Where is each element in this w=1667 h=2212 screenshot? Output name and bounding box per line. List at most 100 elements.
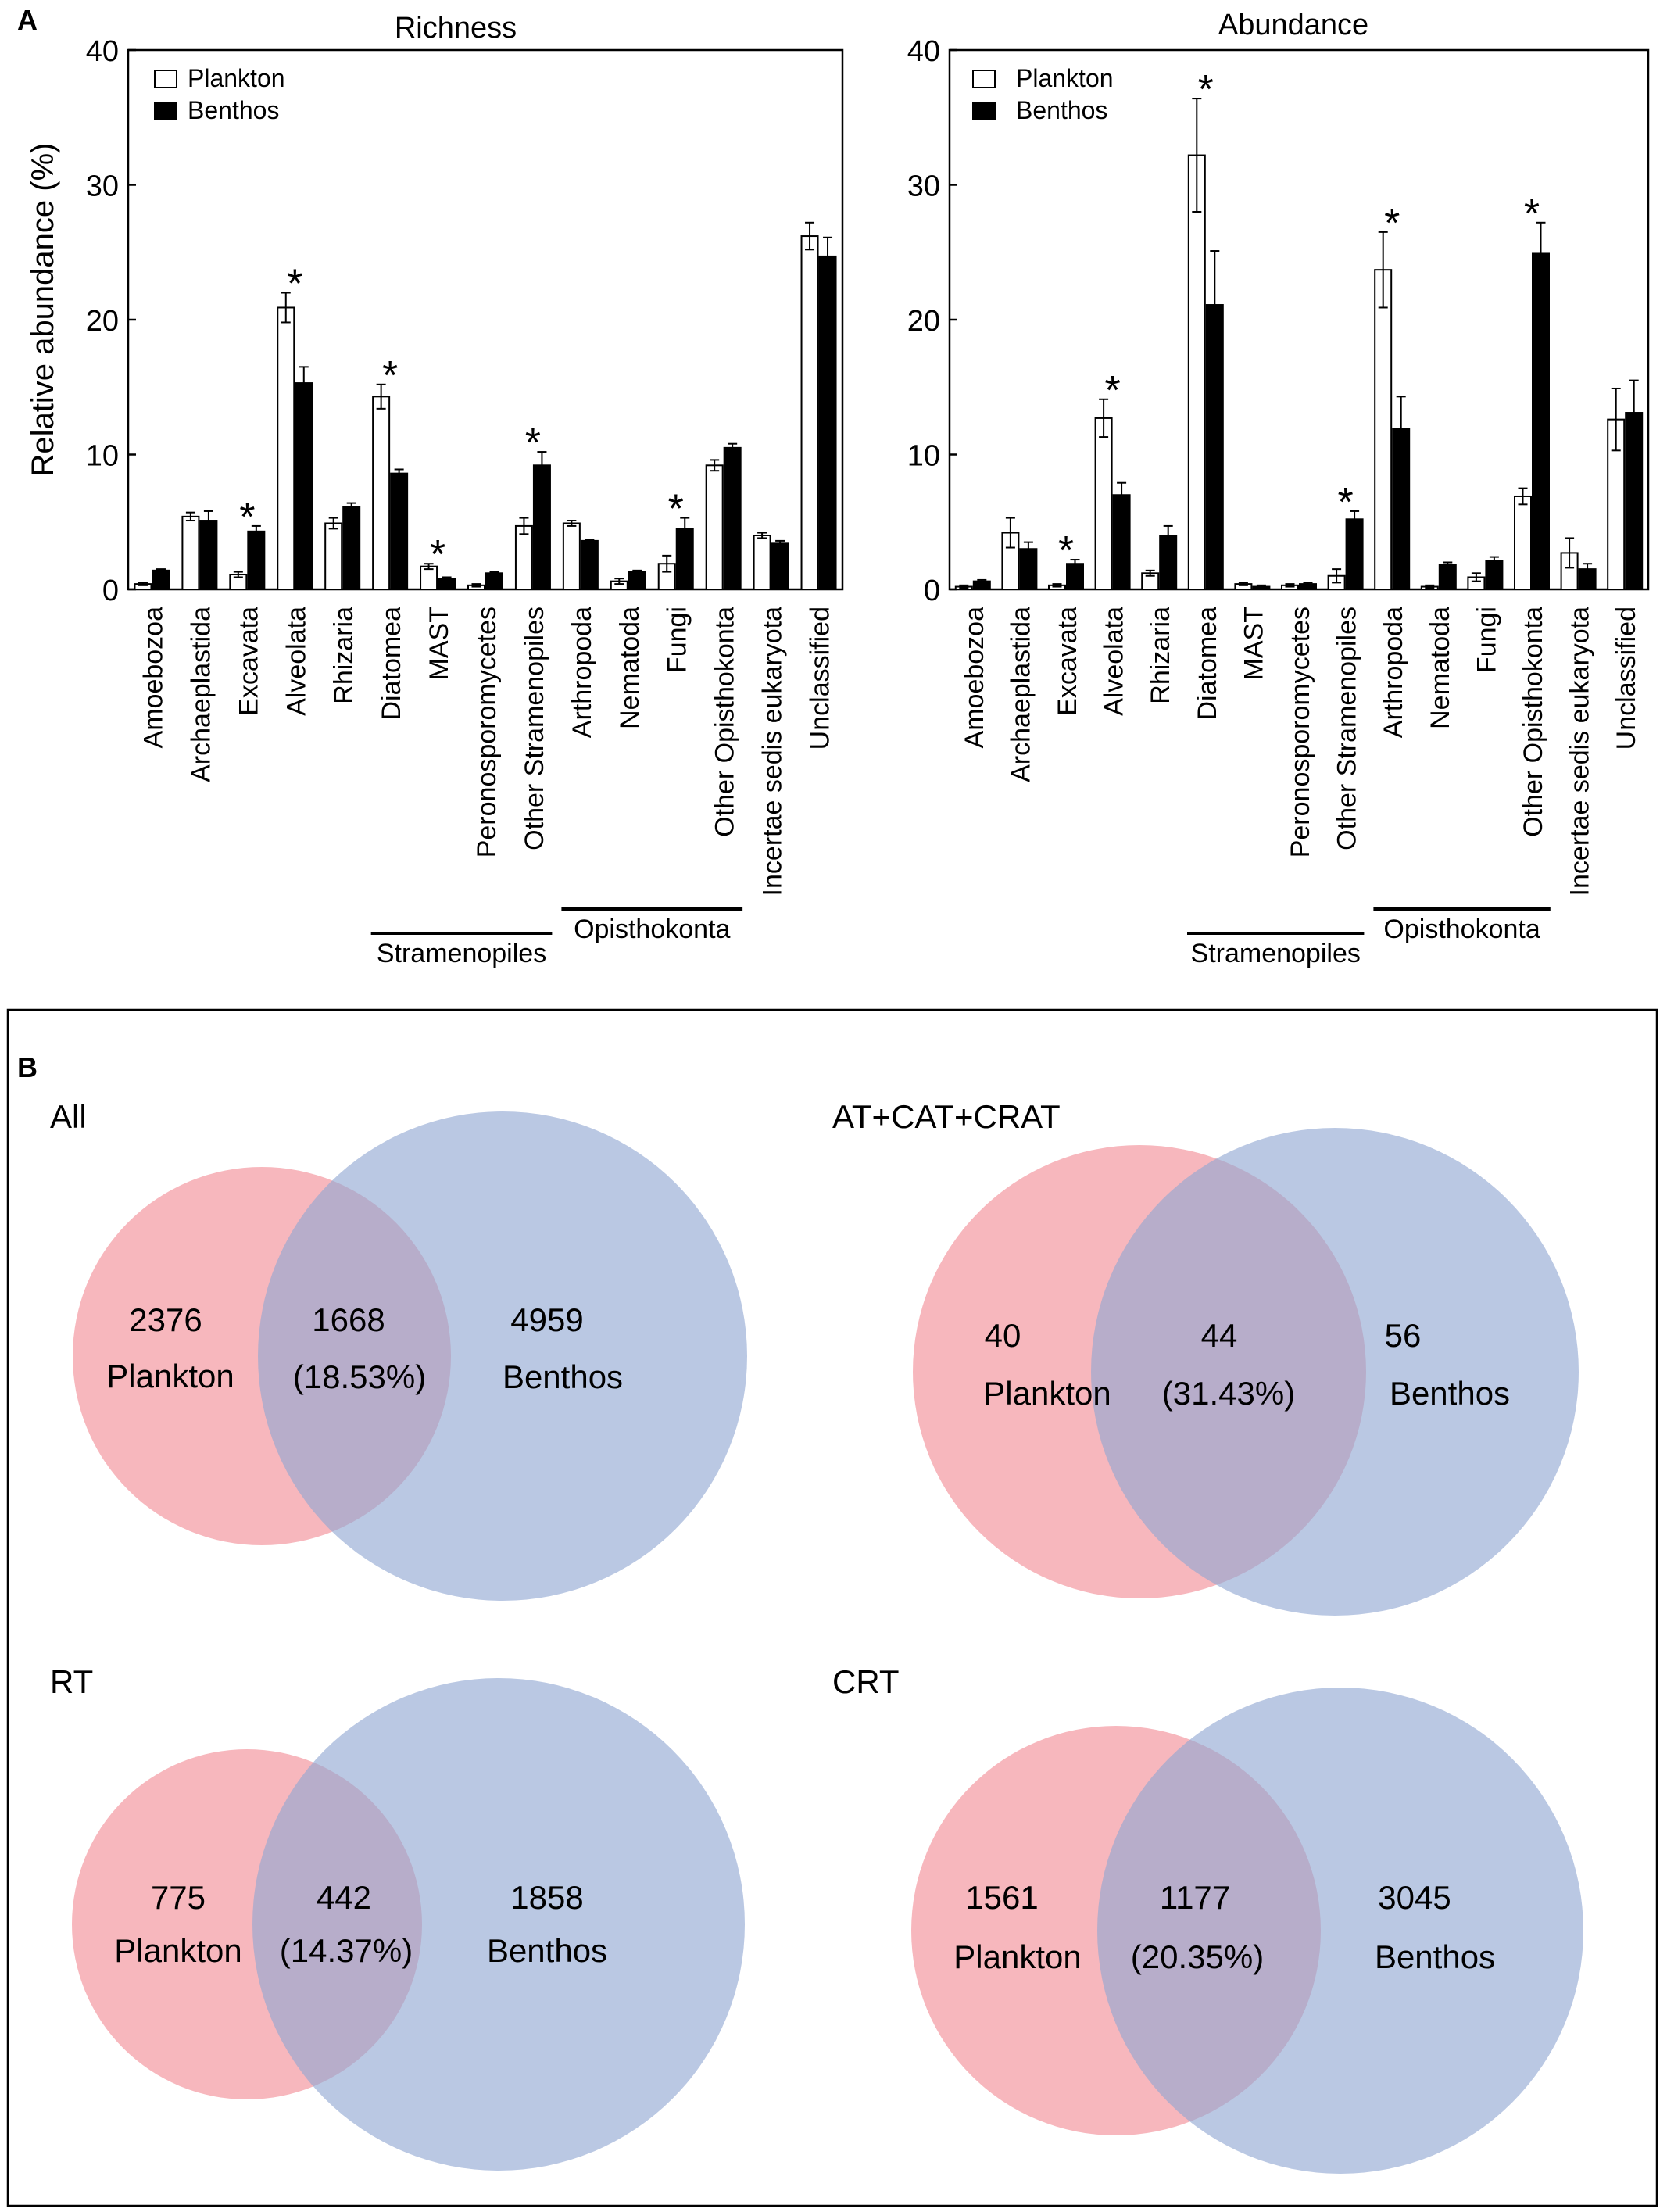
- y-tick-label: 30: [86, 170, 119, 203]
- x-tick-label: Fungi: [1472, 607, 1501, 673]
- bar-plankton-4: [277, 306, 295, 590]
- shared-count: 1668: [312, 1301, 385, 1338]
- x-tick-label: Amoebozoa: [960, 607, 989, 749]
- richness-legend: Plankton Benthos: [154, 64, 285, 124]
- bar-benthos-9: [532, 464, 551, 590]
- abundance-title: Abundance: [1218, 9, 1368, 41]
- abundance-chart: Abundance Plankton Benthos 0 10 20 30 40 Amoe…: [907, 9, 1650, 968]
- x-tick-label: Peronosporomycetes: [1286, 607, 1315, 857]
- x-tick-label: Other Stramenopiles: [520, 607, 549, 850]
- venn-title: RT: [50, 1663, 93, 1700]
- significance-star: *: [1198, 67, 1214, 113]
- plankton-count: 775: [151, 1879, 206, 1916]
- plankton-count: 1561: [965, 1879, 1038, 1916]
- x-tick-label: Nematoda: [1426, 607, 1455, 729]
- venn-rt: RT 775 Plankton 442 (14.37%) 1858 Bentho…: [50, 1663, 745, 2171]
- bar-benthos-15: [818, 255, 837, 590]
- bar-plankton-10: [1374, 269, 1393, 590]
- benthos-circle: [252, 1678, 745, 2171]
- bar-benthos-2: [199, 520, 218, 591]
- x-tick-label: Excavata: [234, 607, 263, 716]
- venn-at-cat-crat: AT+CAT+CRAT 40 Plankton 44 (31.43%) 56 B…: [832, 1098, 1579, 1616]
- shared-count: 442: [317, 1879, 371, 1916]
- x-tick-label: Nematoda: [615, 607, 645, 729]
- plankton-label: Plankton: [114, 1932, 241, 1969]
- legend-swatch-plankton: [154, 70, 177, 88]
- x-tick-label: Alveolata: [1100, 607, 1129, 716]
- y-tick-label: 0: [102, 574, 119, 607]
- x-tick-label: Fungi: [663, 607, 692, 673]
- significance-star: *: [1524, 191, 1540, 237]
- bar-plankton-10: [562, 522, 581, 590]
- shared-count: 44: [1201, 1317, 1238, 1354]
- y-tick-label: 30: [907, 170, 940, 203]
- significance-star: *: [1058, 528, 1074, 574]
- plankton-count: 2376: [129, 1301, 202, 1338]
- x-tick-label: Arthropoda: [567, 607, 597, 738]
- bar-benthos-1: [152, 569, 170, 590]
- bar-benthos-4: [295, 382, 313, 590]
- bar-benthos-8: [485, 572, 503, 590]
- x-tick-label: Other Opisthokonta: [1519, 607, 1548, 837]
- bar-plankton-2: [181, 515, 200, 590]
- x-tick-label: Diatomea: [1193, 607, 1222, 721]
- x-tick-label: Other Opisthokonta: [710, 607, 740, 837]
- y-tick-label: 10: [86, 440, 119, 473]
- bar-benthos-11: [1438, 564, 1457, 591]
- bar-benthos-13: [1532, 252, 1550, 590]
- venn-title: All: [50, 1098, 87, 1135]
- venn-title: AT+CAT+CRAT: [832, 1098, 1061, 1135]
- bar-benthos-4: [1112, 494, 1131, 590]
- x-tick-label: MAST: [424, 607, 454, 680]
- x-tick-label: Other Stramenopiles: [1333, 607, 1362, 850]
- x-tick-label: MAST: [1239, 607, 1268, 680]
- legend-label-plankton: Plankton: [1016, 64, 1114, 92]
- x-tick-label: Peronosporomycetes: [472, 607, 502, 857]
- bar-plankton-6: [1187, 154, 1206, 591]
- y-tick-label: 40: [907, 35, 940, 68]
- significance-star: *: [1337, 480, 1353, 525]
- x-tick-label: Arthropoda: [1379, 607, 1408, 738]
- y-tick-label: 10: [907, 440, 940, 473]
- bar-benthos-6: [390, 472, 409, 591]
- venn-all: All 2376 Plankton 1668 (18.53%) 4959 Ben…: [50, 1098, 747, 1601]
- significance-star: *: [287, 262, 302, 307]
- legend-label-plankton: Plankton: [188, 64, 285, 92]
- y-tick-label: 40: [86, 35, 119, 68]
- x-tick-label: Unclassified: [1612, 607, 1641, 750]
- shared-count: 1177: [1160, 1879, 1230, 1916]
- shared-percent: (20.35%): [1131, 1938, 1264, 1975]
- bar-benthos-14: [771, 542, 789, 590]
- x-tick-label: Amoebozoa: [138, 607, 168, 749]
- y-tick-label: 20: [86, 305, 119, 338]
- legend-swatch-plankton: [972, 70, 996, 88]
- x-tick-label: Unclassified: [806, 607, 835, 750]
- venn-crt: CRT 1561 Plankton 1177 (20.35%) 3045 Ben…: [832, 1663, 1583, 2174]
- benthos-label: Benthos: [1390, 1375, 1510, 1412]
- bar-plankton-4: [1094, 417, 1113, 590]
- significance-star: *: [382, 353, 398, 399]
- benthos-count: 3045: [1378, 1879, 1451, 1916]
- benthos-count: 4959: [510, 1301, 583, 1338]
- bar-plankton-6: [372, 396, 391, 591]
- bar-plankton-13: [705, 464, 724, 590]
- benthos-label: Benthos: [1375, 1938, 1495, 1975]
- bar-benthos-11: [628, 571, 646, 591]
- group-label: Stramenopiles: [1191, 939, 1361, 968]
- legend-label-benthos: Benthos: [188, 96, 279, 124]
- x-tick-label: Incertae sedis eukaryota: [758, 607, 788, 897]
- significance-star: *: [430, 532, 445, 578]
- group-label: Opisthokonta: [1383, 915, 1540, 944]
- x-tick-label: Incertae sedis eukaryota: [1565, 607, 1595, 897]
- bar-plankton-9: [514, 524, 533, 590]
- bar-benthos-10: [580, 539, 599, 591]
- x-tick-label: Rhizaria: [329, 607, 359, 704]
- x-tick-label: Rhizaria: [1146, 607, 1175, 704]
- panel-b-frame: [6, 1008, 1658, 2207]
- significance-star: *: [1104, 368, 1120, 413]
- venn-title: CRT: [832, 1663, 900, 1700]
- x-tick-label: Alveolata: [281, 607, 311, 716]
- bar-plankton-14: [753, 535, 771, 590]
- abundance-legend: Plankton Benthos: [972, 64, 1114, 124]
